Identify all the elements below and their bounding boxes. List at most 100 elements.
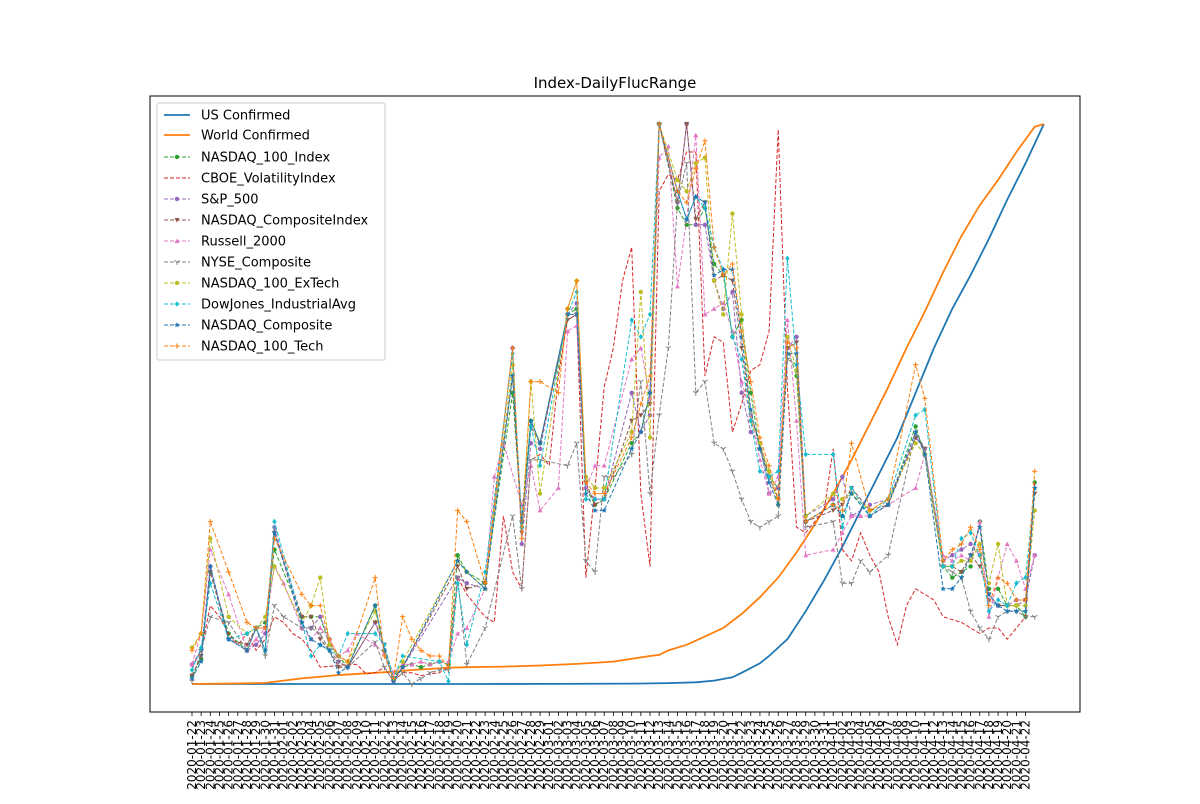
- legend-item-nasdaq-100-tech: NASDAQ_100_Tech: [164, 340, 323, 355]
- data-point-nasdaq-100-tech: [793, 345, 800, 351]
- legend-label-us-confirmed: US Confirmed: [201, 109, 290, 124]
- data-point-russell-2000: [784, 317, 790, 322]
- data-point-nasdaq-100-extech: [327, 642, 332, 647]
- data-point-s-p-500: [950, 553, 955, 558]
- data-point-nasdaq-100-index: [995, 586, 1001, 591]
- data-point-nyse-composite: [207, 614, 214, 620]
- data-point-s-p-500: [519, 541, 524, 547]
- data-point-nasdaq-100-extech: [913, 441, 918, 446]
- x-tick-label: 2020-03-19: [707, 720, 721, 790]
- data-point-dowjones-industrialavg: [244, 630, 250, 637]
- data-point-dowjones-industrialavg: [638, 334, 644, 340]
- x-tick-label: 2020-03-21: [725, 720, 739, 790]
- legend-marker-dowjones-industrialavg: [174, 301, 180, 307]
- data-point-dowjones-industrialavg: [400, 653, 405, 659]
- x-tick-label: 2020-02-27: [515, 720, 529, 790]
- data-point-s-p-500: [840, 474, 845, 479]
- data-point-nasdaq-100-extech: [1032, 508, 1037, 513]
- data-point-nasdaq-composite: [1022, 608, 1029, 614]
- data-point-russell-2000: [464, 625, 470, 630]
- x-tick-label: 2020-02-11: [368, 720, 382, 790]
- data-point-russell-2000: [720, 300, 726, 306]
- data-point-nasdaq-100-extech: [840, 497, 845, 502]
- data-point-nasdaq-100-tech: [592, 491, 598, 497]
- data-point-nasdaq-100-tech: [711, 244, 717, 250]
- data-point-nasdaq-composite: [702, 199, 708, 205]
- data-point-russell-2000: [491, 474, 497, 479]
- data-point-nasdaq-composite: [866, 513, 873, 519]
- data-point-nasdaq-100-tech: [1032, 468, 1038, 474]
- data-point-nasdaq-100-tech: [445, 664, 452, 670]
- x-tick-label: 2020-03-17: [689, 720, 703, 790]
- data-point-nyse-composite: [885, 553, 892, 559]
- x-tick-label: 2020-02-01: [277, 720, 291, 790]
- data-point-nyse-composite: [967, 609, 974, 615]
- data-point-dowjones-industrialavg: [968, 530, 973, 536]
- data-point-nasdaq-100-tech: [555, 390, 561, 396]
- data-point-nyse-composite: [408, 682, 415, 687]
- data-point-nyse-composite: [683, 161, 690, 167]
- data-point-dowjones-industrialavg: [995, 597, 1001, 603]
- x-tick-label: 2020-04-03: [845, 720, 859, 790]
- data-point-nasdaq-100-tech: [995, 575, 1001, 581]
- data-point-nasdaq-100-extech: [959, 558, 964, 563]
- data-point-nasdaq-compositeindex: [794, 340, 800, 345]
- legend: US Confirmed World Confirmed NASDAQ_100_In…: [156, 102, 386, 361]
- data-point-nyse-composite: [454, 575, 461, 581]
- data-point-dowjones-industrialavg: [446, 678, 451, 684]
- data-point-nasdaq-100-index: [950, 575, 955, 580]
- data-point-russell-2000: [830, 547, 836, 552]
- data-point-nasdaq-compositeindex: [592, 502, 598, 508]
- data-point-nasdaq-composite: [198, 658, 205, 665]
- data-point-nasdaq-composite: [637, 429, 644, 435]
- x-tick-label: 2020-02-29: [533, 720, 547, 790]
- legend-label-s-p-500: S&P_500: [201, 193, 259, 208]
- data-point-nasdaq-100-tech: [784, 339, 790, 345]
- data-point-s-p-500: [739, 390, 744, 395]
- data-point-russell-2000: [281, 580, 287, 586]
- data-point-nasdaq-100-index: [748, 390, 753, 395]
- x-tick-label: 2020-04-19: [991, 720, 1005, 790]
- data-point-russell-2000: [839, 530, 845, 535]
- data-point-s-p-500: [748, 429, 753, 435]
- data-point-nasdaq-composite: [573, 311, 580, 317]
- data-point-nasdaq-100-extech: [226, 614, 231, 619]
- x-tick-label: 2020-03-20: [716, 720, 730, 790]
- data-point-nasdaq-composite: [986, 591, 992, 597]
- data-point-nasdaq-100-tech: [775, 496, 781, 502]
- legend-marker-s-p-500: [174, 196, 180, 202]
- data-point-nasdaq-compositeindex: [244, 642, 250, 648]
- x-tick-label: 2020-03-07: [597, 720, 611, 790]
- x-tick-label: 2020-04-09: [899, 720, 913, 790]
- data-point-nyse-composite: [637, 379, 644, 385]
- series-line-us-confirmed: [192, 123, 1045, 685]
- legend-marker-nasdaq-compositeindex: [174, 218, 180, 223]
- data-point-nyse-composite: [528, 458, 534, 463]
- data-point-nasdaq-100-tech: [510, 345, 516, 351]
- data-point-nyse-composite: [647, 491, 653, 497]
- data-point-s-p-500: [318, 614, 323, 619]
- data-point-nasdaq-composite: [848, 490, 855, 497]
- data-point-nyse-composite: [427, 670, 434, 676]
- x-tick-label: 2020-03-30: [808, 720, 822, 790]
- x-tick-label: 2020-04-18: [982, 720, 996, 790]
- data-point-nyse-composite: [225, 620, 232, 626]
- data-point-nasdaq-composite: [775, 501, 782, 508]
- data-point-nyse-composite: [1022, 614, 1029, 620]
- legend-label-russell-2000: Russell_2000: [201, 235, 286, 250]
- data-point-nasdaq-100-tech: [913, 362, 919, 368]
- data-point-nasdaq-100-tech: [702, 138, 708, 144]
- x-tick-label: 2020-02-05: [313, 720, 327, 790]
- data-point-dowjones-industrialavg: [922, 406, 927, 413]
- data-point-nasdaq-100-tech: [748, 379, 754, 385]
- data-point-nyse-composite: [802, 525, 809, 531]
- data-point-dowjones-industrialavg: [482, 569, 488, 575]
- data-point-nasdaq-100-extech: [986, 581, 992, 586]
- data-point-nyse-composite: [729, 469, 736, 475]
- data-point-nyse-composite: [839, 581, 846, 587]
- data-point-nasdaq-composite: [381, 647, 388, 653]
- data-point-nasdaq-100-tech: [647, 373, 653, 379]
- data-point-nasdaq-composite: [528, 417, 534, 424]
- data-point-nasdaq-100-tech: [427, 653, 433, 659]
- data-point-nasdaq-compositeindex: [455, 564, 461, 569]
